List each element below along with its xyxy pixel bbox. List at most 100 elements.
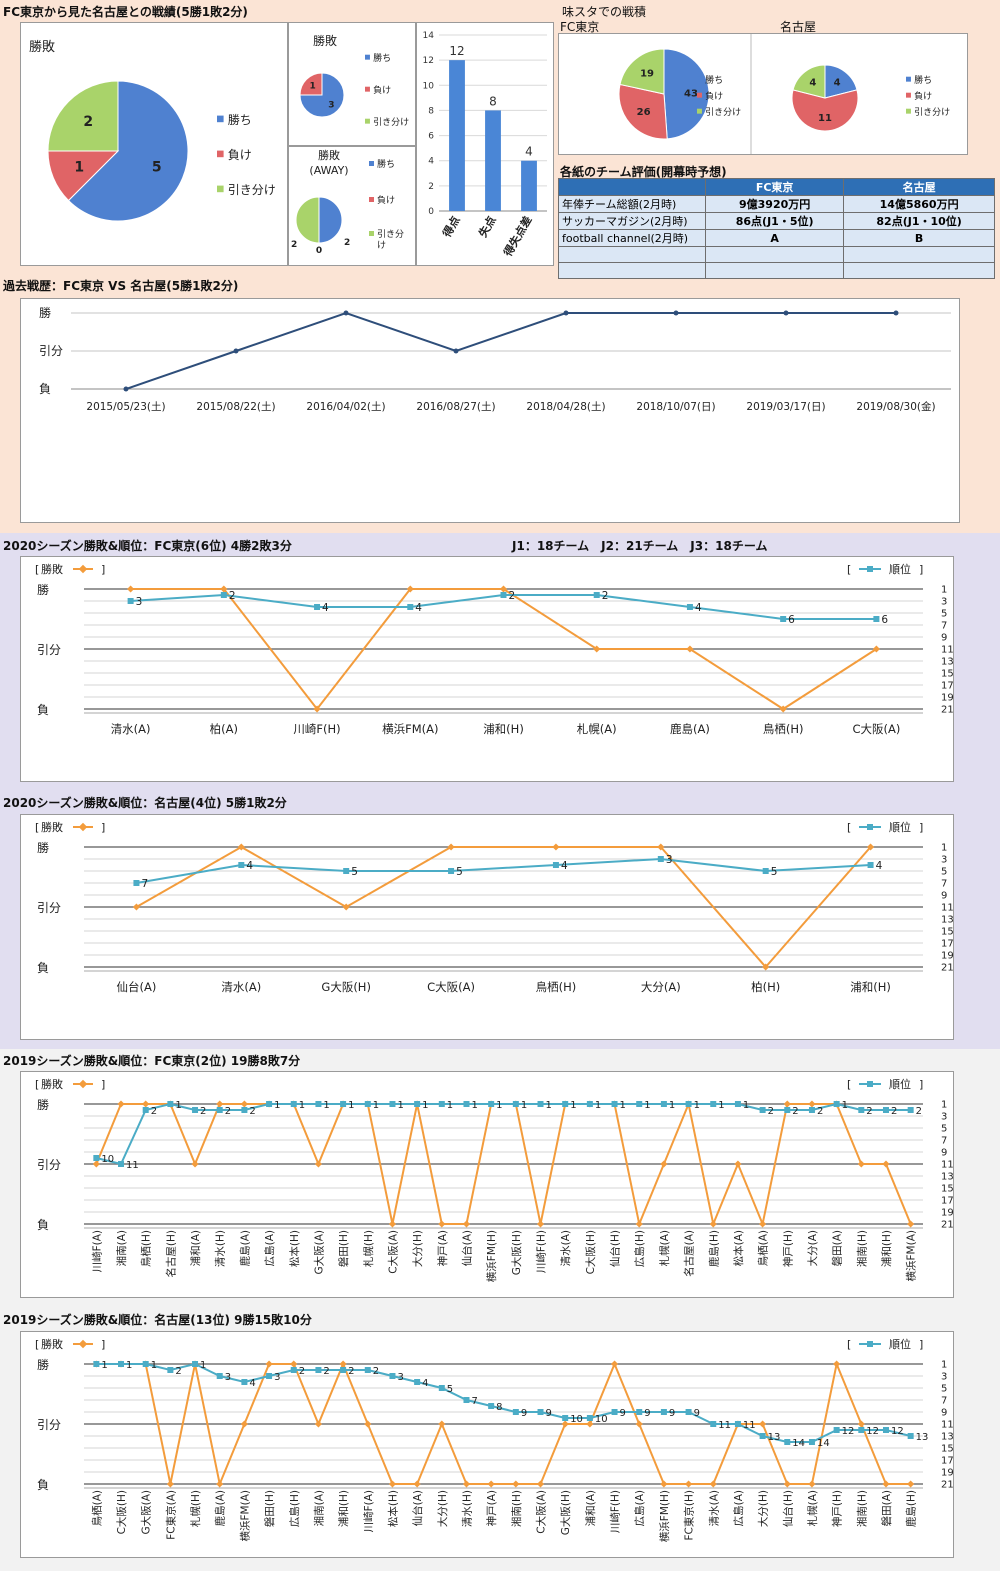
- rank-data-label: 9: [669, 1408, 675, 1419]
- rank-data-label: 14: [792, 1438, 805, 1449]
- legend-right-close: ]: [919, 563, 923, 576]
- rank-point: [858, 1427, 865, 1433]
- category-label: 札幌(A): [658, 1230, 671, 1266]
- pie-slice-引き分け: [47, 80, 119, 152]
- category-label: 川崎F(A): [90, 1230, 103, 1272]
- result-point: [783, 1480, 791, 1488]
- rank-point: [407, 604, 414, 610]
- rank-point: [710, 1421, 717, 1427]
- category-label: 鹿島(A): [214, 1490, 227, 1526]
- rank-data-label: 1: [669, 1100, 675, 1111]
- tick-label: 8: [428, 106, 434, 116]
- rank-data-label: 1: [620, 1100, 626, 1111]
- category-label: 横浜FM(H): [658, 1490, 671, 1542]
- rank-data-label: 1: [422, 1100, 428, 1111]
- tick-label: 10: [423, 81, 435, 91]
- rank-data-label: 14: [817, 1438, 830, 1449]
- rank-data-label: 1: [644, 1100, 650, 1111]
- rank-point: [389, 1373, 396, 1379]
- evaluation-nagoya-value: B: [843, 229, 995, 247]
- legend-right-close: ]: [919, 821, 923, 834]
- rank-point: [686, 604, 693, 610]
- legend-result-marker: [78, 822, 88, 832]
- category-label: 神戸(A): [485, 1490, 498, 1526]
- evaluation-fc-value: A: [704, 229, 845, 247]
- fc2020-title: 2020シーズン勝敗&順位：FC東京(6位) 4勝2敗3分: [3, 539, 292, 553]
- rank-tick-label: 13: [941, 1432, 953, 1443]
- legend-swatch: [906, 92, 911, 98]
- pie-data-label: 11: [818, 113, 832, 124]
- rank-data-label: 4: [561, 860, 568, 872]
- rank-data-label: 3: [666, 854, 673, 866]
- rank-point: [562, 1415, 569, 1421]
- rank-data-label: 4: [695, 602, 702, 614]
- rank-point: [882, 1107, 889, 1113]
- pie-slice-勝ち: [663, 48, 710, 140]
- result-point: [808, 1100, 816, 1108]
- result-point: [388, 1480, 396, 1488]
- rank-data-label: 2: [175, 1366, 181, 1377]
- result-point: [759, 1420, 767, 1428]
- pie-data-label: 5: [152, 160, 162, 176]
- category-label: G大阪(H): [510, 1230, 523, 1275]
- category-label: 大分(H): [757, 1490, 770, 1527]
- rank-tick-label: 7: [941, 621, 947, 632]
- rank-data-label: 1: [471, 1100, 477, 1111]
- category-label: 広島(H): [633, 1230, 646, 1267]
- category-label: 横浜FM(A): [905, 1230, 918, 1281]
- rank-tick-label: 21: [941, 705, 953, 716]
- pie-data-label: 1: [310, 82, 316, 92]
- legend-rank-marker: [867, 566, 873, 572]
- rank-point: [636, 1409, 643, 1415]
- rank-tick-label: 1: [941, 1100, 947, 1111]
- stadium-nagoya-label: 名古屋: [780, 20, 817, 34]
- result-point: [685, 1480, 693, 1488]
- evaluation-row: [558, 262, 995, 279]
- legend-left-close: ]: [101, 821, 105, 834]
- category-label: 広島(A): [633, 1490, 646, 1526]
- pie-away-panel: 勝敗 (AWAY) 2 0 2 勝ち 負け 引き分け: [288, 146, 416, 266]
- legend-left-label: 勝敗: [41, 820, 63, 834]
- evaluation-fc-value: [704, 246, 845, 263]
- bar: [485, 110, 501, 211]
- rank-data-label: 2: [348, 1366, 354, 1377]
- category-label: 鹿島(A): [238, 1230, 251, 1266]
- rank-tick-label: 15: [941, 1444, 953, 1455]
- rank-data-label: 2: [817, 1106, 823, 1117]
- result-point: [313, 705, 321, 713]
- legend-label: け: [377, 240, 386, 251]
- legend-swatch: [217, 150, 224, 158]
- category-label: 仙台(H): [781, 1490, 794, 1527]
- evaluation-label: [558, 246, 706, 263]
- rank-point: [685, 1409, 692, 1415]
- pie-data-label: 2: [291, 240, 297, 250]
- rank-point: [192, 1107, 199, 1113]
- legend-label: 引き分け: [373, 117, 409, 128]
- evaluation-title: 各紙のチーム評価(開幕時予想): [560, 165, 727, 179]
- rank-data-label: 2: [323, 1366, 329, 1377]
- rank-data-label: 1: [200, 1360, 206, 1371]
- rank-series-line: [96, 1102, 911, 1166]
- rank-data-label: 1: [126, 1360, 132, 1371]
- rank-tick-label: 7: [941, 1136, 947, 1147]
- rank-data-label: 9: [546, 1408, 552, 1419]
- rank-point: [552, 862, 559, 868]
- rank-data-label: 1: [570, 1100, 576, 1111]
- legend-label: 負け: [705, 90, 723, 102]
- category-label: 仙台(A): [411, 1490, 424, 1526]
- category-label: 松本(A): [732, 1230, 745, 1266]
- category-label: 札幌(H): [362, 1230, 375, 1267]
- legend-label: 負け: [373, 84, 391, 96]
- legend-result-marker: [78, 564, 88, 574]
- pie-slice-負け: [618, 83, 668, 140]
- evaluation-fc-value: 9億3920万円: [704, 195, 845, 213]
- category-label: 浦和(A): [189, 1230, 202, 1266]
- category-label: 湘南(H): [855, 1230, 868, 1267]
- result-point: [290, 1360, 298, 1368]
- legend-label: 勝ち: [377, 158, 395, 170]
- evaluation-table: FC東京 名古屋 年俸チーム総額(2月時) 9億3920万円 14億5860万円…: [558, 178, 995, 279]
- rank-tick-label: 3: [941, 855, 947, 866]
- rank-data-label: 13: [768, 1432, 781, 1443]
- history-point: [123, 386, 129, 392]
- rank-data-label: 6: [788, 614, 795, 626]
